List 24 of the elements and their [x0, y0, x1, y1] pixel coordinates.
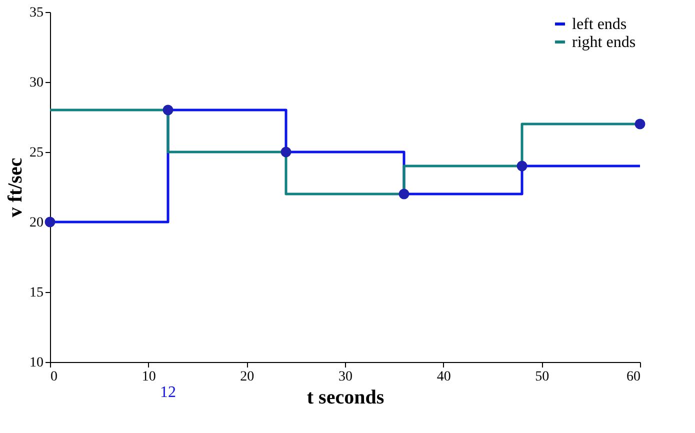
y-tick-label: 10 [30, 356, 44, 370]
y-tick-label: 35 [30, 6, 44, 20]
y-tick-label: 30 [30, 76, 44, 90]
y-tick-label: 20 [30, 216, 44, 230]
legend-label: right ends [572, 34, 636, 51]
x-tick-label: 10 [142, 370, 156, 384]
point [280, 146, 292, 158]
x-tick-label: 20 [240, 370, 254, 384]
text: 12 [160, 384, 176, 401]
point [44, 216, 56, 228]
x-tick-label: 60 [626, 370, 640, 384]
point [634, 118, 646, 130]
x-axis-title: t seconds [306, 386, 384, 408]
x-tick-label: 30 [338, 370, 352, 384]
y-tick-label: 15 [30, 286, 44, 300]
legend-label: left ends [572, 16, 627, 33]
y-axis-title: v ft/sec [4, 158, 26, 218]
x-tick-label: 40 [436, 370, 451, 384]
point [162, 104, 174, 116]
point [516, 160, 528, 172]
x-tick-label: 0 [50, 370, 58, 384]
point [398, 188, 410, 200]
x-tick-label: 50 [535, 370, 550, 384]
y-tick-label: 25 [30, 146, 44, 160]
